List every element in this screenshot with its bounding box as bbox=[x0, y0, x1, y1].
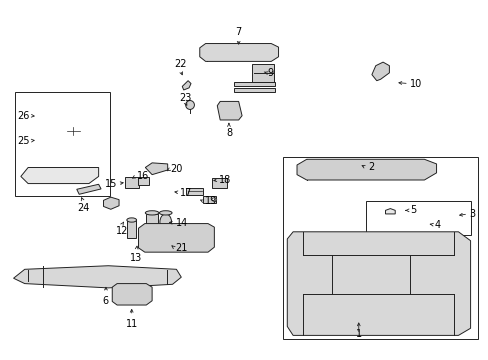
Bar bbox=[406, 218, 429, 229]
Text: 11: 11 bbox=[125, 319, 138, 329]
Bar bbox=[233, 88, 274, 92]
Bar bbox=[54, 149, 63, 158]
Ellipse shape bbox=[70, 109, 76, 112]
Text: 14: 14 bbox=[175, 218, 187, 228]
Text: 23: 23 bbox=[179, 93, 191, 103]
Ellipse shape bbox=[160, 214, 171, 230]
Text: 13: 13 bbox=[130, 253, 142, 263]
Ellipse shape bbox=[186, 231, 205, 245]
Text: 9: 9 bbox=[267, 68, 273, 78]
Ellipse shape bbox=[66, 127, 80, 135]
Text: 15: 15 bbox=[104, 179, 117, 189]
Polygon shape bbox=[296, 159, 436, 180]
Bar bbox=[412, 225, 423, 229]
Bar bbox=[283, 157, 477, 339]
Bar bbox=[211, 178, 226, 188]
Polygon shape bbox=[138, 224, 214, 252]
Bar bbox=[127, 220, 136, 238]
Polygon shape bbox=[21, 167, 99, 184]
Bar bbox=[45, 156, 72, 162]
Polygon shape bbox=[200, 44, 278, 62]
Text: 1: 1 bbox=[355, 329, 361, 339]
Polygon shape bbox=[77, 184, 101, 194]
Ellipse shape bbox=[159, 211, 172, 215]
Bar bbox=[251, 64, 273, 82]
Ellipse shape bbox=[415, 267, 432, 285]
Text: 20: 20 bbox=[170, 164, 183, 174]
Bar bbox=[233, 82, 274, 86]
Polygon shape bbox=[103, 197, 119, 209]
Text: 17: 17 bbox=[180, 188, 192, 198]
Bar bbox=[124, 177, 138, 188]
Ellipse shape bbox=[306, 266, 328, 287]
Bar bbox=[186, 188, 203, 195]
Polygon shape bbox=[385, 208, 394, 214]
Text: 8: 8 bbox=[225, 128, 231, 138]
Bar bbox=[203, 197, 215, 203]
Text: 6: 6 bbox=[102, 296, 109, 306]
Bar bbox=[366, 202, 469, 235]
Text: 4: 4 bbox=[433, 220, 439, 230]
Text: 12: 12 bbox=[116, 226, 128, 237]
Ellipse shape bbox=[145, 211, 159, 215]
Ellipse shape bbox=[66, 107, 81, 114]
Bar bbox=[146, 213, 158, 231]
Polygon shape bbox=[287, 232, 469, 336]
Text: 22: 22 bbox=[174, 59, 186, 69]
Polygon shape bbox=[14, 266, 181, 288]
Text: 5: 5 bbox=[409, 205, 415, 215]
Bar bbox=[138, 177, 148, 185]
Polygon shape bbox=[217, 102, 242, 120]
Polygon shape bbox=[182, 81, 191, 90]
Text: 25: 25 bbox=[17, 136, 30, 146]
Ellipse shape bbox=[147, 231, 166, 245]
Ellipse shape bbox=[357, 266, 384, 287]
Text: 7: 7 bbox=[235, 27, 241, 37]
Text: 3: 3 bbox=[468, 209, 474, 219]
Text: 2: 2 bbox=[368, 162, 374, 172]
Text: 21: 21 bbox=[175, 243, 187, 253]
Text: 19: 19 bbox=[204, 197, 217, 206]
Text: 24: 24 bbox=[77, 203, 89, 213]
Text: 18: 18 bbox=[219, 175, 231, 185]
Text: 26: 26 bbox=[17, 111, 30, 121]
Ellipse shape bbox=[126, 218, 136, 222]
Bar bbox=[15, 93, 110, 196]
Ellipse shape bbox=[185, 100, 194, 109]
Text: 10: 10 bbox=[409, 78, 421, 89]
Polygon shape bbox=[112, 284, 152, 305]
Polygon shape bbox=[371, 62, 388, 81]
Text: 16: 16 bbox=[136, 171, 148, 181]
Ellipse shape bbox=[211, 198, 216, 202]
Polygon shape bbox=[145, 163, 167, 175]
